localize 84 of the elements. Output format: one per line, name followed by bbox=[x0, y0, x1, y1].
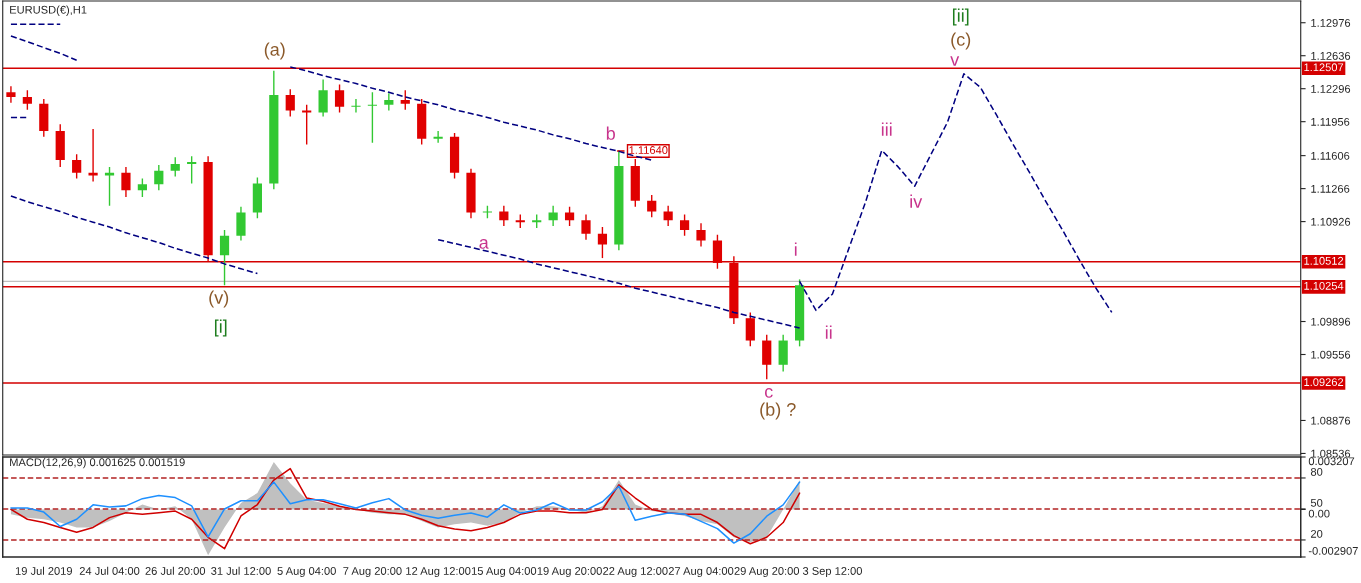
candlestick bbox=[367, 91, 378, 144]
x-tick-label: 26 Jul 20:00 bbox=[145, 566, 206, 575]
annotation: iii bbox=[881, 122, 892, 136]
annotation: b bbox=[606, 126, 615, 140]
annotation: (a) bbox=[264, 42, 285, 60]
y-tick-label: 0.003207 bbox=[1308, 457, 1355, 466]
candlestick bbox=[170, 156, 180, 178]
candlestick bbox=[499, 204, 509, 227]
line-series bbox=[10, 195, 259, 275]
y-tick-label: 0.00 bbox=[1308, 509, 1330, 518]
line-series bbox=[10, 35, 78, 61]
candlestick bbox=[663, 204, 673, 227]
candlestick bbox=[154, 164, 164, 191]
candlestick bbox=[696, 222, 706, 248]
y2-tick-label: 80 bbox=[1310, 467, 1323, 476]
candlestick bbox=[745, 311, 755, 348]
annotation: i bbox=[794, 242, 797, 256]
x-tick-label: 19 Jul 2019 bbox=[15, 566, 72, 575]
candlestick bbox=[72, 153, 82, 180]
annotation: a bbox=[479, 238, 489, 249]
y2-tick-label: 20 bbox=[1311, 529, 1323, 538]
candlestick bbox=[137, 177, 147, 198]
candlestick bbox=[6, 85, 16, 104]
y-tick-label: 1.11266 bbox=[1311, 184, 1350, 193]
candlestick bbox=[384, 92, 394, 112]
x-tick-label: 15 Aug 04:00 bbox=[471, 567, 537, 578]
y-tick-label: 1.08536 bbox=[1311, 449, 1351, 458]
candlestick bbox=[302, 104, 312, 146]
chart-title: EURUSD(€),H1 bbox=[10, 5, 87, 16]
x-tick-label: 3 Sep 12:00 bbox=[802, 567, 862, 578]
candlestick bbox=[219, 229, 230, 286]
annotation: (c) bbox=[951, 32, 971, 50]
y-tick-label: -0.002907 bbox=[1308, 546, 1358, 555]
annotation: ii bbox=[825, 325, 832, 339]
ref-line-label: 1.10254 bbox=[1304, 281, 1344, 290]
annotation: 1.11640 bbox=[629, 146, 668, 154]
candlestick bbox=[581, 213, 591, 241]
annotation: (v) bbox=[209, 290, 229, 308]
y-tick-label: 1.12976 bbox=[1311, 19, 1351, 27]
candlestick bbox=[236, 205, 246, 242]
candlestick bbox=[564, 205, 575, 227]
y-tick-label: 1.08876 bbox=[1311, 416, 1351, 425]
annotation: [i] bbox=[214, 319, 227, 337]
candlestick bbox=[104, 166, 115, 207]
x-tick-label: 31 Jul 12:00 bbox=[211, 566, 271, 575]
annotation: iv bbox=[910, 194, 923, 208]
line-series bbox=[798, 72, 1113, 314]
candlestick bbox=[334, 83, 345, 114]
x-tick-label: 7 Aug 20:00 bbox=[343, 567, 402, 578]
ref-line-label: 1.09262 bbox=[1304, 378, 1344, 386]
x-tick-label: 27 Aug 04:00 bbox=[668, 567, 734, 578]
candlestick bbox=[285, 88, 295, 118]
ref-line-label: 1.10512 bbox=[1304, 256, 1344, 265]
y-tick-label: 1.10926 bbox=[1311, 217, 1351, 226]
candlestick bbox=[647, 194, 657, 219]
y-tick-label: 1.09896 bbox=[1311, 317, 1351, 326]
candlestick bbox=[597, 226, 608, 259]
ref-line-label: 1.12507 bbox=[1304, 63, 1344, 72]
candlestick bbox=[400, 89, 410, 111]
annotation: v bbox=[950, 56, 960, 66]
annotation: [ii] bbox=[952, 8, 969, 26]
y-tick-label: 1.11606 bbox=[1311, 151, 1350, 160]
y-tick-label: 1.12636 bbox=[1311, 51, 1351, 60]
y2-tick-label: 50 bbox=[1310, 498, 1323, 507]
y-tick-label: 1.12296 bbox=[1311, 84, 1351, 93]
candlestick bbox=[22, 89, 32, 111]
x-tick-label: 29 Aug 20:00 bbox=[734, 567, 800, 578]
candlestick bbox=[121, 166, 131, 198]
x-tick-label: 5 Aug 04:00 bbox=[277, 567, 336, 578]
y-tick-label: 1.11956 bbox=[1311, 117, 1350, 126]
annotation: (b) ? bbox=[760, 402, 796, 420]
candlestick bbox=[679, 213, 690, 237]
candlestick bbox=[88, 128, 98, 183]
candlestick bbox=[318, 78, 328, 118]
x-tick-label: 12 Aug 12:00 bbox=[406, 567, 471, 578]
candlestick bbox=[351, 98, 361, 114]
x-tick-label: 24 Jul 04:00 bbox=[79, 566, 140, 575]
x-tick-label: 22 Aug 12:00 bbox=[603, 567, 668, 578]
candlestick bbox=[433, 130, 443, 144]
y-tick-label: 1.09556 bbox=[1311, 350, 1351, 359]
annotation: c bbox=[764, 387, 773, 398]
x-tick-label: 19 Aug 20:00 bbox=[537, 567, 602, 578]
candlestick bbox=[548, 204, 558, 227]
candlestick bbox=[187, 155, 197, 185]
